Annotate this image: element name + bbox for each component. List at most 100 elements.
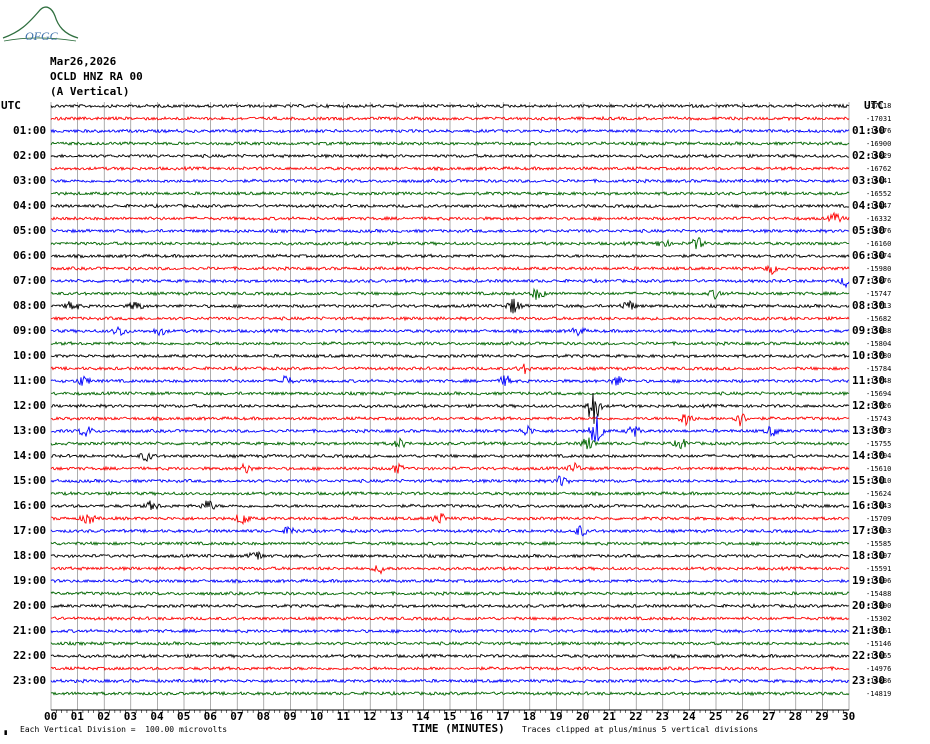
hour-label-left: 09:00 xyxy=(13,324,47,337)
x-tick-label: 15 xyxy=(443,710,457,723)
seismic-trace xyxy=(50,565,850,575)
hour-label-left: 08:00 xyxy=(13,299,47,312)
hour-label-left: 21:00 xyxy=(13,624,47,637)
x-tick-label: 10 xyxy=(310,710,324,723)
trace-offset-label: -15694 xyxy=(866,389,892,398)
x-tick-label: 00 xyxy=(44,710,58,723)
x-tick-label: 02 xyxy=(97,710,111,723)
trace-offset-label: -15747 xyxy=(866,289,892,298)
x-tick-label: 14 xyxy=(416,710,430,723)
hour-label-right: 11:30 xyxy=(852,374,886,387)
trace-offset-label: -15610 xyxy=(866,477,892,485)
trace-offset-label: -16900 xyxy=(866,139,892,148)
hour-label-right: UTC xyxy=(864,99,884,112)
trace-offset-label: -16074 xyxy=(866,252,892,260)
hour-label-left: 11:00 xyxy=(13,374,47,387)
hour-label-right: 03:30 xyxy=(852,174,886,187)
hour-label-left: 23:00 xyxy=(13,674,47,687)
trace-offset-label: -15488 xyxy=(866,589,892,598)
hour-label-left: 07:00 xyxy=(13,274,47,287)
hour-label-right: 13:30 xyxy=(852,424,886,437)
seismic-trace xyxy=(50,103,850,109)
seismic-trace xyxy=(50,340,850,347)
hour-label-right: 17:30 xyxy=(852,524,886,537)
hour-label-left: 05:00 xyxy=(13,224,47,237)
trace-offset-label: -15780 xyxy=(866,352,892,360)
trace-offset-label: -15591 xyxy=(866,564,892,573)
hour-label-right: 05:30 xyxy=(852,224,886,237)
seismic-trace xyxy=(50,153,850,159)
x-tick-label: 01 xyxy=(70,710,84,723)
seismic-trace xyxy=(50,550,850,560)
trace-offset-label: -15876 xyxy=(866,277,892,285)
trace-offset-label: -17118 xyxy=(866,102,892,110)
x-tick-label: 24 xyxy=(682,710,696,723)
seismic-trace xyxy=(50,228,850,234)
seismic-trace xyxy=(50,178,850,184)
hour-label-right: 23:30 xyxy=(852,674,886,687)
hour-label-left: UTC xyxy=(1,99,21,112)
hour-label-right: 10:30 xyxy=(852,349,886,362)
clip-note: Traces clipped at plus/minus 5 vertical … xyxy=(522,725,759,734)
seismic-trace xyxy=(50,578,850,584)
hour-label-right: 14:30 xyxy=(852,449,886,462)
trace-offset-label: -15713 xyxy=(866,302,892,310)
trace-offset-label: -15663 xyxy=(866,527,892,535)
component-label: (A Vertical) xyxy=(50,85,130,98)
seismic-trace xyxy=(50,298,850,314)
record-date: Mar26,2026 xyxy=(50,55,117,68)
hour-label-left: 01:00 xyxy=(13,124,47,137)
seismic-trace xyxy=(50,437,850,450)
seismic-trace xyxy=(50,690,850,697)
trace-offset-label: -16332 xyxy=(866,214,892,223)
hour-label-left: 13:00 xyxy=(13,424,47,437)
trace-offset-label: -14819 xyxy=(866,689,892,698)
hour-label-right: 15:30 xyxy=(852,474,886,487)
x-tick-label: 13 xyxy=(389,710,404,723)
x-tick-label: 22 xyxy=(629,710,643,723)
logo-underline xyxy=(3,37,77,42)
hour-label-left: 16:00 xyxy=(13,499,47,512)
x-tick-label: 16 xyxy=(469,710,483,723)
hour-label-left: 17:00 xyxy=(13,524,47,537)
seismic-trace xyxy=(50,315,850,322)
x-tick-label: 12 xyxy=(363,710,377,723)
hour-label-right: 08:30 xyxy=(852,299,886,312)
seismic-trace xyxy=(50,628,850,634)
trace-offset-label: -17031 xyxy=(866,114,892,123)
seismic-trace xyxy=(50,392,850,424)
x-tick-label: 23 xyxy=(655,710,670,723)
seismic-trace xyxy=(50,287,850,300)
seismic-trace xyxy=(50,128,850,134)
trace-offset-label: -16762 xyxy=(866,164,892,173)
hour-label-right: 21:30 xyxy=(852,624,886,637)
hour-label-right: 20:30 xyxy=(852,599,886,612)
seismic-trace xyxy=(50,500,850,511)
seismic-trace xyxy=(50,525,850,537)
seismic-trace xyxy=(50,452,850,463)
x-tick-label: 17 xyxy=(496,710,510,723)
hour-label-right: 12:30 xyxy=(852,399,886,412)
x-tick-label: 29 xyxy=(815,710,829,723)
hour-label-left: 04:00 xyxy=(13,199,47,212)
seismic-trace xyxy=(50,512,850,526)
hour-label-right: 04:30 xyxy=(852,199,886,212)
x-tick-label: 30 xyxy=(842,710,856,723)
seismic-trace xyxy=(50,475,850,487)
x-tick-label: 05 xyxy=(177,710,191,723)
trace-offset-label: -15784 xyxy=(866,364,892,373)
seismic-trace xyxy=(50,203,850,209)
trace-offset-label: -15743 xyxy=(866,414,892,423)
x-tick-label: 09 xyxy=(283,710,297,723)
seismic-trace xyxy=(50,653,850,659)
trace-offset-label: -16160 xyxy=(866,239,892,248)
trace-offset-label: -16829 xyxy=(866,152,892,160)
hour-label-right: 22:30 xyxy=(852,649,886,662)
trace-offset-label: -15838 xyxy=(866,327,892,335)
hour-label-left: 19:00 xyxy=(13,574,47,587)
x-tick-label: 03 xyxy=(123,710,138,723)
hour-label-right: 07:30 xyxy=(852,274,886,287)
trace-offset-label: -16276 xyxy=(866,227,892,235)
seismic-trace xyxy=(50,325,850,337)
